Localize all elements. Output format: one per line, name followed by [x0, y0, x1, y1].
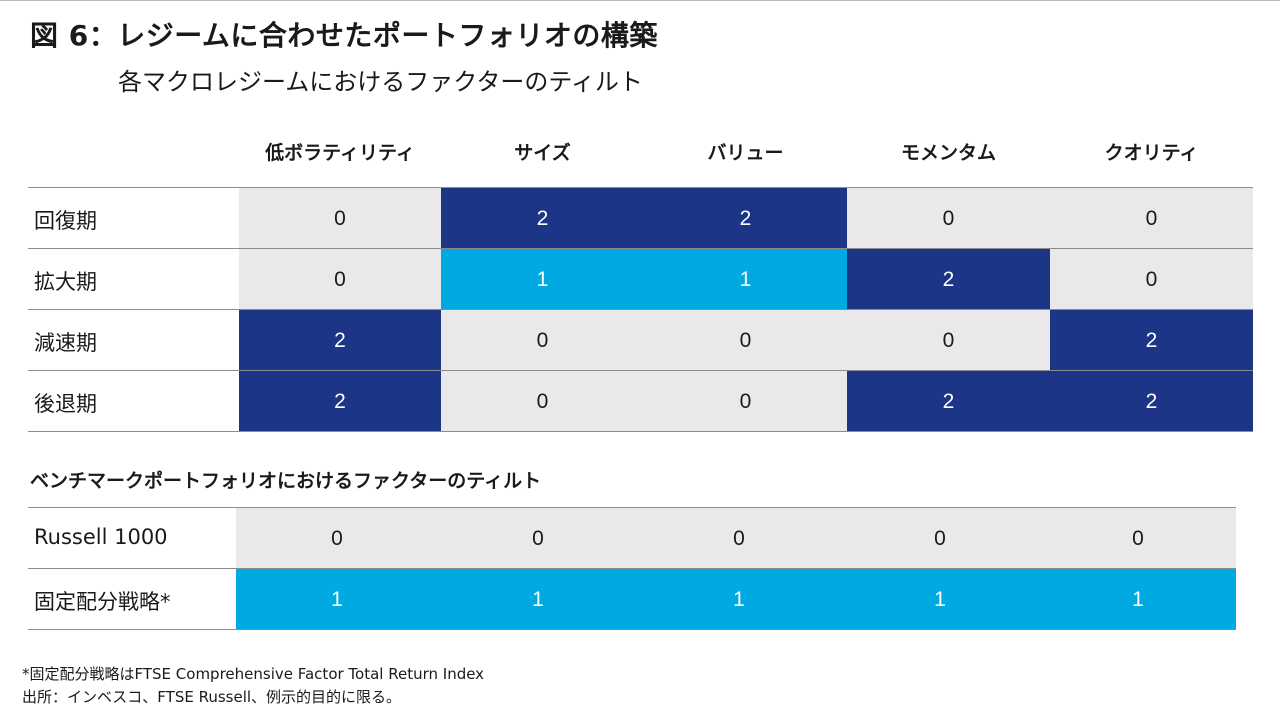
row-divider — [28, 309, 1253, 310]
tilt-cell: 0 — [638, 508, 840, 569]
column-header: クオリティ — [1104, 142, 1199, 164]
tilt-cell: 0 — [644, 371, 847, 432]
row-label: 固定配分戦略* — [34, 590, 171, 614]
row-label: 拡大期 — [34, 270, 97, 294]
column-header: サイズ — [514, 142, 571, 164]
row-divider — [28, 507, 1236, 508]
tilt-cell: 1 — [644, 249, 847, 310]
footnote-source: 出所：インベスコ、FTSE Russell、例示的目的に限る。 — [22, 688, 402, 706]
column-header: 低ボラティリティ — [265, 142, 415, 164]
top-rule — [0, 0, 1280, 1]
tilt-cell: 0 — [644, 310, 847, 371]
tilt-cell: 0 — [236, 508, 438, 569]
tilt-cell: 2 — [239, 371, 441, 432]
tilt-cell: 2 — [644, 188, 847, 249]
row-divider — [28, 629, 1236, 630]
tilt-cell: 1 — [638, 569, 840, 630]
figure-title: 図 6：レジームに合わせたポートフォリオの構築 — [30, 19, 658, 52]
tilt-cell: 1 — [1040, 569, 1236, 630]
column-header: モメンタム — [900, 142, 996, 164]
tilt-cell: 0 — [1050, 188, 1253, 249]
tilt-cell: 0 — [441, 310, 644, 371]
row-divider — [28, 187, 1253, 188]
tilt-cell: 0 — [847, 188, 1050, 249]
tilt-cell: 2 — [1050, 371, 1253, 432]
row-divider — [28, 370, 1253, 371]
tilt-cell: 0 — [1040, 508, 1236, 569]
column-header: バリュー — [707, 142, 784, 164]
tilt-cell: 1 — [438, 569, 638, 630]
tilt-cell: 2 — [847, 371, 1050, 432]
row-label: 後退期 — [34, 392, 97, 416]
footnote-definition: *固定配分戦略はFTSE Comprehensive Factor Total … — [22, 665, 485, 683]
row-divider — [28, 431, 1253, 432]
row-divider — [28, 248, 1253, 249]
tilt-cell: 0 — [441, 371, 644, 432]
tilt-cell: 0 — [239, 188, 441, 249]
row-label: 減速期 — [34, 331, 97, 355]
tilt-cell: 2 — [847, 249, 1050, 310]
tilt-cell: 0 — [840, 508, 1040, 569]
tilt-cell: 0 — [239, 249, 441, 310]
row-divider — [28, 568, 1236, 569]
tilt-cell: 0 — [1050, 249, 1253, 310]
tilt-cell: 2 — [1050, 310, 1253, 371]
tilt-cell: 1 — [840, 569, 1040, 630]
tilt-cell: 2 — [239, 310, 441, 371]
tilt-cell: 0 — [847, 310, 1050, 371]
benchmark-heading: ベンチマークポートフォリオにおけるファクターのティルト — [30, 470, 542, 492]
tilt-cell: 1 — [441, 249, 644, 310]
row-label: 回復期 — [34, 209, 97, 233]
tilt-cell: 2 — [441, 188, 644, 249]
row-label: Russell 1000 — [34, 525, 168, 549]
figure-subtitle: 各マクロレジームにおけるファクターのティルト — [118, 68, 643, 96]
tilt-cell: 1 — [236, 569, 438, 630]
tilt-cell: 0 — [438, 508, 638, 569]
